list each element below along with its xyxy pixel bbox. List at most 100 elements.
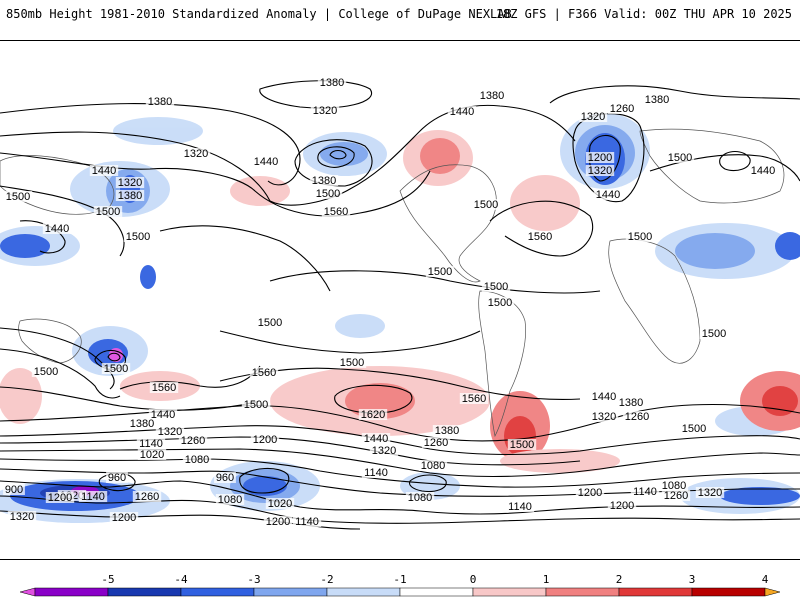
contour-label: 1500 [628, 231, 652, 243]
contour-label: 1620 [361, 409, 385, 421]
contour-label-bg [145, 96, 175, 107]
contour-label: 1560 [252, 367, 276, 379]
contour-label: 1440 [751, 165, 775, 177]
contour-label: 1140 [139, 438, 163, 450]
contour-label: 1440 [364, 433, 388, 445]
contour-label-bg [149, 382, 179, 393]
contour-label-bg [505, 501, 535, 512]
neg-anomaly-region [0, 234, 50, 258]
contour-label-bg [241, 399, 271, 410]
contour-label: 1500 [484, 281, 508, 293]
contour-label-bg [477, 90, 507, 101]
contour-label: 1380 [320, 77, 344, 89]
contour-label-bg [93, 206, 123, 217]
contour-label: 1140 [81, 491, 105, 503]
contour-label-bg [109, 512, 139, 523]
map-title: 850mb Height 1981-2010 Standardized Anom… [6, 7, 512, 21]
contour-label: 1320 [313, 105, 337, 117]
contour-label: 1440 [254, 156, 278, 168]
contour-label-bg [255, 317, 285, 328]
contour-label: 1260 [181, 435, 205, 447]
contour-label: 1140 [508, 501, 532, 513]
contour-label-bg [642, 94, 672, 105]
contour-label: 1500 [316, 188, 340, 200]
neg-anomaly-region [320, 142, 368, 166]
contour-label-bg [459, 393, 489, 404]
contour-label-bg [361, 467, 391, 478]
colorbar-min-arrow [19, 587, 36, 597]
contour-label-bg [589, 391, 619, 402]
contour-label: 1440 [450, 106, 474, 118]
model-valid-time: 18Z GFS | F366 Valid: 00Z THU APR 10 202… [495, 7, 792, 21]
contour-label: 1440 [596, 189, 620, 201]
contour-label-bg [106, 472, 128, 483]
contour-label-bg [607, 500, 637, 511]
contour-label: 1500 [668, 152, 692, 164]
contour-label: 1500 [428, 266, 452, 278]
contour-label-bg [337, 357, 367, 368]
anomaly-shading [0, 113, 800, 523]
contour-label: 1440 [45, 223, 69, 235]
contour-label-bg [148, 409, 178, 420]
contour-label: 1560 [462, 393, 486, 405]
colorbar-box [180, 587, 255, 597]
colorbar-tick-label: -1 [393, 573, 406, 586]
contour-label-bg [250, 434, 280, 445]
neg-anomaly-region [720, 487, 800, 505]
contour-label-bg [292, 516, 322, 527]
contour-label-bg [665, 152, 695, 163]
contour-label-bg [507, 439, 537, 450]
contour-label-bg [182, 454, 212, 465]
contour-label: 1380 [435, 425, 459, 437]
contour-label: 1440 [592, 391, 616, 403]
contour-label-bg [45, 492, 75, 503]
contour-label: 1140 [633, 486, 657, 498]
contour-label-bg [249, 367, 279, 378]
contour-label-bg [585, 152, 615, 163]
contour-label-bg [748, 165, 778, 176]
contour-label: 1500 [488, 297, 512, 309]
contour-label-bg [214, 472, 236, 483]
contour-label-bg [630, 486, 660, 497]
contour-label-bg [575, 487, 605, 498]
contour-label: 1260 [664, 490, 688, 502]
contour-label: 1500 [104, 363, 128, 375]
colorbar-box [618, 587, 693, 597]
contour-label: 1320 [581, 111, 605, 123]
contour-label-bg [425, 266, 455, 277]
neg-anomaly-region [335, 314, 385, 338]
contour-label-bg [89, 165, 119, 176]
contour-label-bg [7, 511, 37, 522]
contour-label-bg [132, 491, 162, 502]
contour-label-bg [251, 156, 281, 167]
colorbar-tick-label: -3 [247, 573, 260, 586]
contour-label: 1380 [619, 397, 643, 409]
contour-label: 1200 [610, 500, 634, 512]
contour-label-bg [309, 175, 339, 186]
contour-label-bg [661, 490, 691, 501]
contour-label-bg [181, 148, 211, 159]
contour-label-bg [679, 423, 709, 434]
contour-label: 900 [5, 484, 23, 496]
contour-label: 1500 [126, 231, 150, 243]
contour-label-bg [622, 411, 652, 422]
contour-label-bg [137, 449, 167, 460]
contour-label: 1500 [34, 366, 58, 378]
colorbar-box [691, 587, 766, 597]
contour-label-bg [699, 328, 729, 339]
contour-label: 1500 [702, 328, 726, 340]
colorbar-box [472, 587, 547, 597]
pos-anomaly-region [420, 138, 460, 174]
contour-label-bg [405, 492, 435, 503]
contour-label: 1380 [312, 175, 336, 187]
contour-label-bg [263, 516, 293, 527]
contour-label: 1560 [152, 382, 176, 394]
contour-label-bg [421, 437, 451, 448]
contour-label: 1320 [184, 148, 208, 160]
contour-label: 1200 [112, 512, 136, 524]
contour-label-bg [695, 487, 725, 498]
contour-label: 960 [216, 472, 234, 484]
contour-label: 1200 [266, 516, 290, 528]
contour-label: 1320 [118, 177, 142, 189]
